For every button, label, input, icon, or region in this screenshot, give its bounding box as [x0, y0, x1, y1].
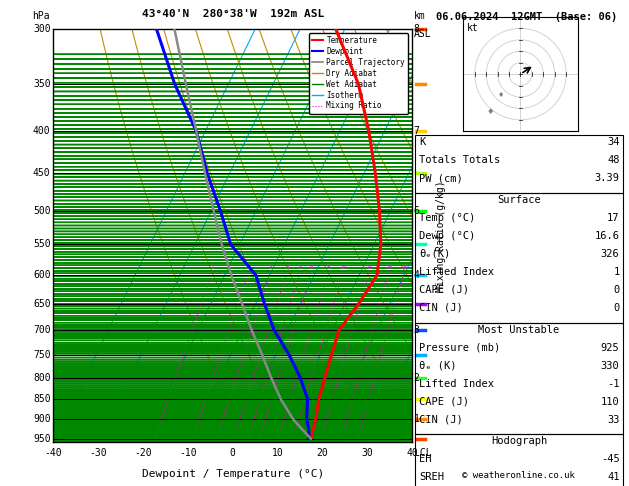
Text: CIN (J): CIN (J) [419, 303, 463, 313]
Text: Hodograph: Hodograph [491, 436, 547, 447]
Text: Totals Totals: Totals Totals [419, 155, 500, 165]
Text: 2: 2 [247, 265, 250, 270]
Text: 700: 700 [33, 325, 50, 335]
Text: 20: 20 [316, 449, 328, 458]
Text: 10: 10 [272, 449, 284, 458]
Text: hPa: hPa [32, 11, 50, 21]
Text: 0: 0 [613, 303, 620, 313]
Text: Lifted Index: Lifted Index [419, 379, 494, 389]
Text: 06.06.2024  12GMT  (Base: 06): 06.06.2024 12GMT (Base: 06) [437, 12, 618, 22]
Text: 48: 48 [607, 155, 620, 165]
Text: 500: 500 [33, 206, 50, 216]
Text: LCL: LCL [414, 449, 431, 458]
Text: ASL: ASL [414, 30, 431, 39]
Text: PW (cm): PW (cm) [419, 173, 463, 183]
Text: 3: 3 [414, 325, 420, 335]
Text: 43°40'N  280°38'W  192m ASL: 43°40'N 280°38'W 192m ASL [142, 9, 324, 19]
Text: 3.39: 3.39 [594, 173, 620, 183]
Text: 350: 350 [33, 79, 50, 89]
Text: -10: -10 [179, 449, 197, 458]
Text: 800: 800 [33, 372, 50, 382]
Text: -40: -40 [45, 449, 62, 458]
Text: CAPE (J): CAPE (J) [419, 285, 469, 295]
Text: 6: 6 [414, 206, 420, 216]
Text: θₑ (K): θₑ (K) [419, 361, 457, 371]
Text: 1: 1 [210, 265, 214, 270]
Text: 326: 326 [601, 249, 620, 259]
Text: 25: 25 [401, 265, 408, 270]
Text: 30: 30 [361, 449, 373, 458]
Text: 950: 950 [33, 434, 50, 444]
Text: 20: 20 [385, 265, 392, 270]
Text: 600: 600 [33, 270, 50, 280]
Text: 41: 41 [607, 472, 620, 483]
Text: 4: 4 [285, 265, 289, 270]
Text: CIN (J): CIN (J) [419, 415, 463, 425]
Text: ♦: ♦ [486, 107, 494, 116]
Text: Most Unstable: Most Unstable [478, 325, 560, 335]
Text: 750: 750 [33, 349, 50, 360]
Text: -20: -20 [134, 449, 152, 458]
Text: 5: 5 [298, 265, 302, 270]
Text: 7: 7 [414, 126, 420, 137]
Text: 34: 34 [607, 137, 620, 147]
Text: -1: -1 [607, 379, 620, 389]
Text: Dewp (°C): Dewp (°C) [419, 231, 475, 241]
Text: 0: 0 [230, 449, 236, 458]
Text: 40: 40 [406, 449, 418, 458]
Text: 2: 2 [414, 372, 420, 382]
Text: km: km [414, 11, 426, 21]
Text: Mixing Ratio (g/kg): Mixing Ratio (g/kg) [436, 180, 446, 292]
Text: © weatheronline.co.uk: © weatheronline.co.uk [462, 471, 576, 480]
Text: 1: 1 [613, 267, 620, 277]
Text: -45: -45 [601, 454, 620, 465]
Text: 450: 450 [33, 168, 50, 178]
Text: 850: 850 [33, 394, 50, 404]
Text: EH: EH [419, 454, 431, 465]
Text: 17: 17 [607, 213, 620, 223]
Text: Temp (°C): Temp (°C) [419, 213, 475, 223]
Text: 10: 10 [339, 265, 347, 270]
Text: Dewpoint / Temperature (°C): Dewpoint / Temperature (°C) [142, 469, 324, 479]
Text: K: K [419, 137, 425, 147]
Text: θₑ(K): θₑ(K) [419, 249, 450, 259]
Text: Lifted Index: Lifted Index [419, 267, 494, 277]
Text: ♦: ♦ [498, 92, 504, 98]
Text: kt: kt [467, 23, 479, 33]
Text: 900: 900 [33, 415, 50, 424]
Text: CAPE (J): CAPE (J) [419, 397, 469, 407]
Text: 16.6: 16.6 [594, 231, 620, 241]
Text: 4: 4 [414, 270, 420, 280]
Text: 400: 400 [33, 126, 50, 137]
Text: 1: 1 [414, 415, 420, 424]
Legend: Temperature, Dewpoint, Parcel Trajectory, Dry Adiabat, Wet Adiabat, Isotherm, Mi: Temperature, Dewpoint, Parcel Trajectory… [309, 33, 408, 114]
Text: 33: 33 [607, 415, 620, 425]
Text: 3: 3 [269, 265, 272, 270]
Text: 0: 0 [613, 285, 620, 295]
Text: 330: 330 [601, 361, 620, 371]
Text: Pressure (mb): Pressure (mb) [419, 343, 500, 353]
Text: 650: 650 [33, 299, 50, 309]
Text: 925: 925 [601, 343, 620, 353]
Text: 8: 8 [414, 24, 420, 34]
Text: Surface: Surface [497, 195, 541, 205]
Text: 8: 8 [327, 265, 331, 270]
Text: -30: -30 [89, 449, 107, 458]
Text: 6: 6 [309, 265, 313, 270]
Text: 550: 550 [33, 240, 50, 249]
Text: 110: 110 [601, 397, 620, 407]
Text: 300: 300 [33, 24, 50, 34]
Text: SREH: SREH [419, 472, 444, 483]
Text: 15: 15 [365, 265, 373, 270]
